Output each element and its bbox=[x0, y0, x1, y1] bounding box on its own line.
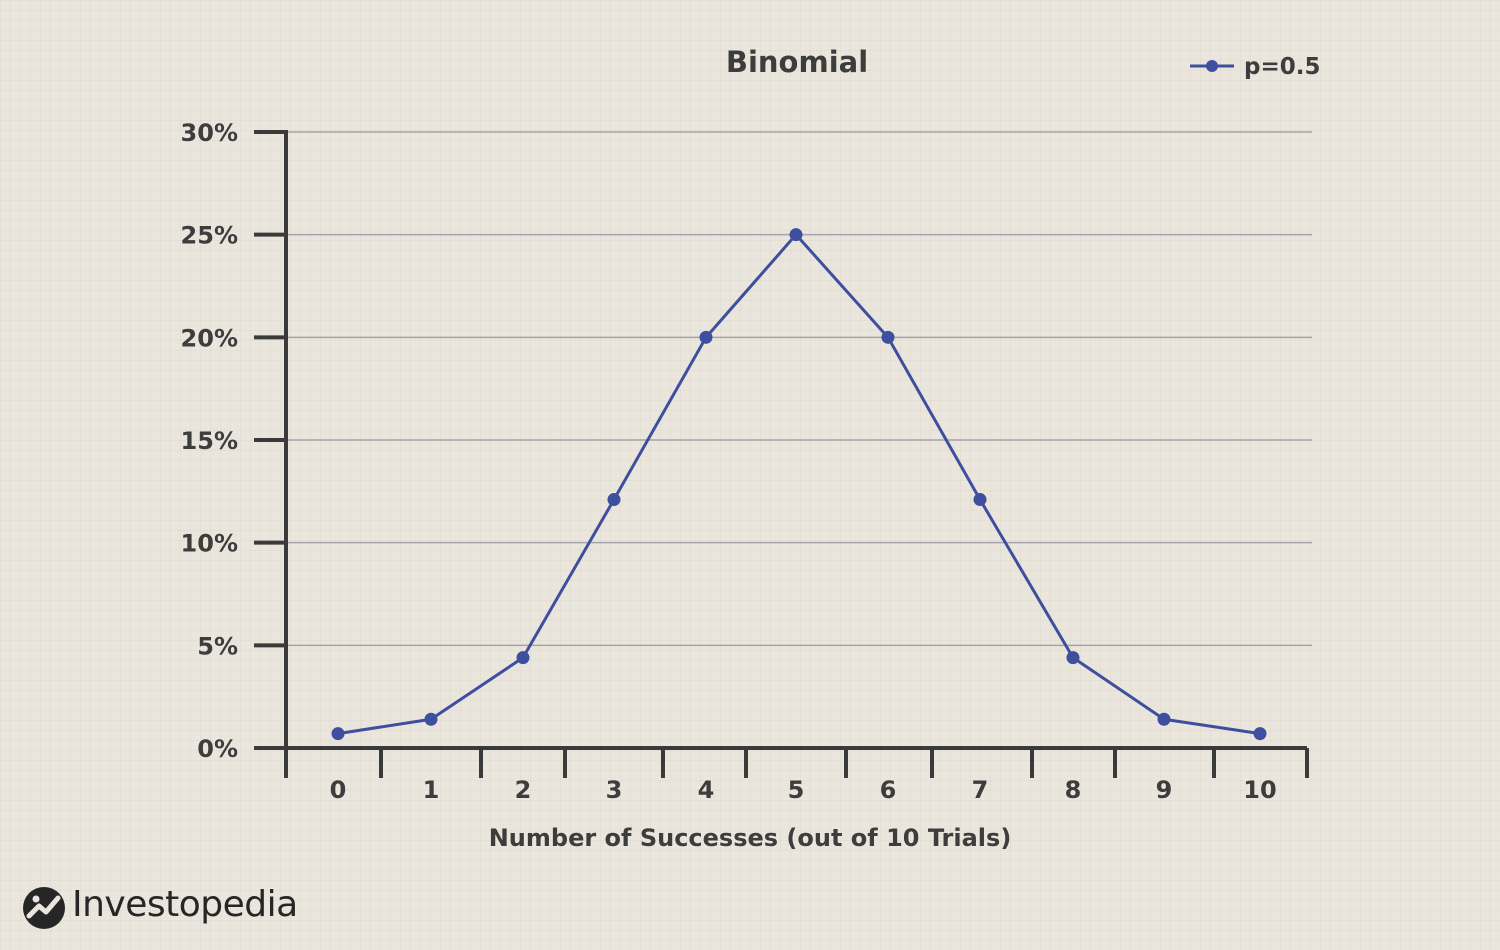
y-axis-ticks: 0% 5% 10% 15% 20% 25% 30% bbox=[181, 119, 286, 763]
chart-title: Binomial bbox=[726, 45, 868, 79]
x-tick-label: 6 bbox=[880, 776, 897, 804]
data-point bbox=[331, 727, 345, 741]
legend-marker bbox=[1206, 60, 1218, 72]
legend-label: p=0.5 bbox=[1244, 54, 1320, 80]
y-tick-label: 20% bbox=[181, 324, 238, 352]
data-point bbox=[424, 712, 438, 726]
legend: p=0.5 bbox=[1190, 54, 1320, 80]
data-point bbox=[699, 330, 713, 344]
x-axis-ticks: 0 1 2 3 4 5 6 7 8 9 10 bbox=[284, 748, 1309, 804]
data-point bbox=[1066, 651, 1080, 665]
x-tick-label: 8 bbox=[1065, 776, 1082, 804]
x-tick-label: 9 bbox=[1156, 776, 1173, 804]
data-point bbox=[1253, 727, 1267, 741]
data-point bbox=[881, 330, 895, 344]
x-axis-label: Number of Successes (out of 10 Trials) bbox=[489, 824, 1012, 852]
y-tick-label: 30% bbox=[181, 119, 238, 147]
y-tick-label: 15% bbox=[181, 427, 238, 455]
x-tick-label: 0 bbox=[330, 776, 347, 804]
x-tick-label: 10 bbox=[1243, 776, 1276, 804]
y-tick-label: 5% bbox=[197, 632, 238, 660]
y-tick-label: 25% bbox=[181, 222, 238, 250]
series-line-p05 bbox=[331, 228, 1267, 741]
x-tick-label: 3 bbox=[606, 776, 623, 804]
investopedia-logo-icon bbox=[23, 887, 65, 929]
data-point bbox=[516, 651, 530, 665]
x-tick-label: 4 bbox=[698, 776, 715, 804]
y-tick-label: 0% bbox=[197, 735, 238, 763]
y-tick-label: 10% bbox=[181, 530, 238, 558]
x-tick-label: 7 bbox=[972, 776, 989, 804]
data-point bbox=[607, 493, 621, 507]
data-point bbox=[1157, 712, 1171, 726]
investopedia-logo-text: Investopedia bbox=[72, 884, 298, 925]
data-point bbox=[973, 493, 987, 507]
x-tick-label: 1 bbox=[423, 776, 440, 804]
x-tick-label: 2 bbox=[515, 776, 532, 804]
axes bbox=[254, 130, 1307, 778]
data-point bbox=[789, 228, 803, 242]
gridlines bbox=[286, 131, 1312, 647]
series-line bbox=[337, 233, 1261, 736]
x-tick-label: 5 bbox=[788, 776, 805, 804]
